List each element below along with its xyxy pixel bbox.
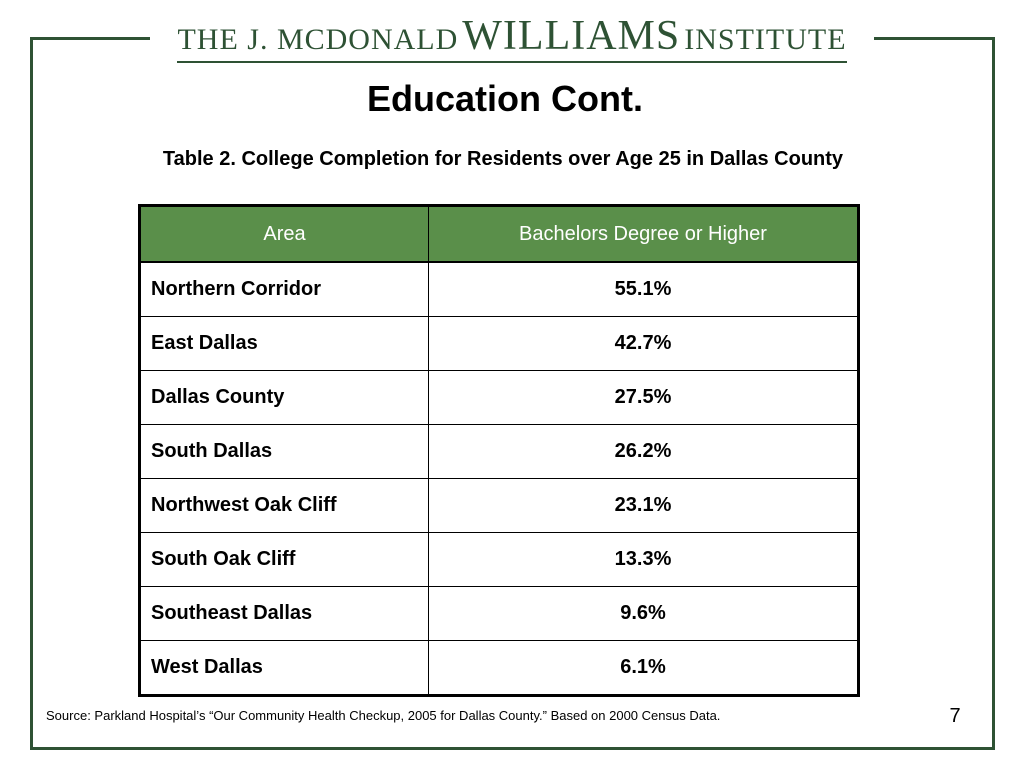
logo-prefix: THE J. MCDONALD [177,23,459,56]
value-cell: 23.1% [428,478,859,533]
area-cell: South Oak Cliff [139,532,429,587]
area-cell: South Dallas [139,424,429,479]
logo-name: WILLIAMS [462,13,681,59]
table-header-row: Area Bachelors Degree or Higher [139,205,859,263]
table-row: East Dallas 42.7% [139,316,859,371]
value-cell: 55.1% [428,261,859,317]
table-row: West Dallas 6.1% [139,640,859,696]
area-cell: Northwest Oak Cliff [139,478,429,533]
value-cell: 13.3% [428,532,859,587]
value-cell: 6.1% [428,640,859,696]
area-cell: Southeast Dallas [139,586,429,641]
header-area: Area [139,205,429,263]
college-completion-table: Area Bachelors Degree or Higher Northern… [138,204,860,697]
table-row: South Oak Cliff 13.3% [139,532,859,587]
area-cell: West Dallas [139,640,429,696]
value-cell: 27.5% [428,370,859,425]
table-row: Northern Corridor 55.1% [139,261,859,317]
table-caption: Table 2. College Completion for Resident… [162,148,844,170]
table-row: Dallas County 27.5% [139,370,859,425]
table-row: Northwest Oak Cliff 23.1% [139,478,859,533]
value-cell: 26.2% [428,424,859,479]
slide-title: Education Cont. [367,78,643,119]
value-cell: 9.6% [428,586,859,641]
table-row: Southeast Dallas 9.6% [139,586,859,641]
area-cell: East Dallas [139,316,429,371]
area-cell: Northern Corridor [139,261,429,317]
area-cell: Dallas County [139,370,429,425]
header-bachelors: Bachelors Degree or Higher [428,205,859,263]
value-cell: 42.7% [428,316,859,371]
logo-wordmark: THE J. MCDONALD WILLIAMS INSTITUTE [177,13,847,63]
table-row: South Dallas 26.2% [139,424,859,479]
logo-suffix: INSTITUTE [684,23,847,56]
page-number: 7 [949,705,961,727]
source-note: Source: Parkland Hospital’s “Our Communi… [46,708,721,723]
institute-logo: THE J. MCDONALD WILLIAMS INSTITUTE [150,10,874,68]
